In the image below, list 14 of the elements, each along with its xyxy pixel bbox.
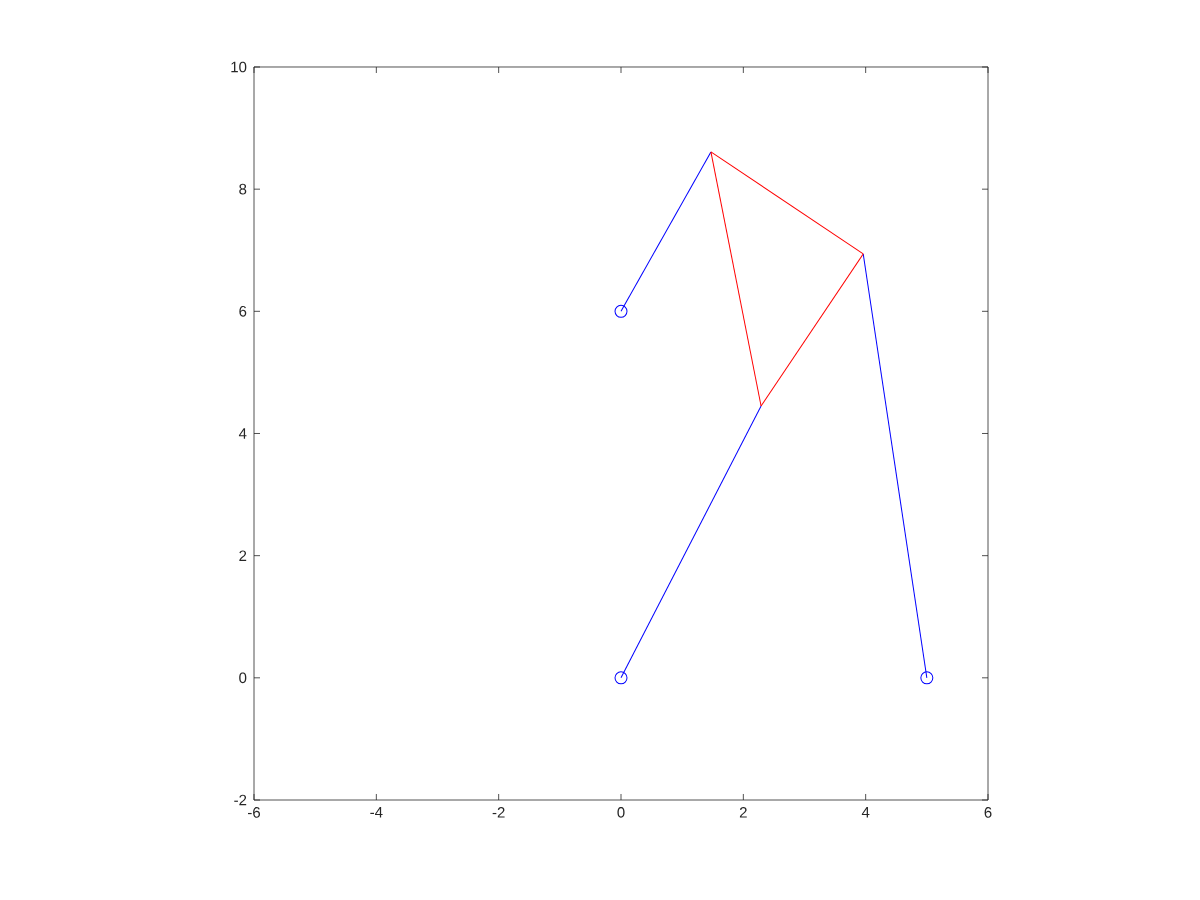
x-tick-label: -2	[492, 807, 505, 818]
y-tick-label: 6	[239, 306, 247, 317]
y-tick-label: -2	[234, 794, 247, 806]
x-tick-label: 6	[984, 807, 992, 818]
y-tick-label: 0	[239, 672, 247, 684]
y-tick-label: 10	[231, 61, 247, 73]
y-tick-label: 4	[238, 428, 247, 439]
x-tick-label: 2	[739, 807, 747, 818]
x-tick-label: -4	[370, 807, 383, 818]
x-tick-label: 4	[861, 807, 870, 818]
y-tick-label: 2	[239, 550, 247, 561]
y-tick-label: 8	[239, 183, 247, 195]
x-tick-label: 0	[617, 807, 625, 818]
x-tick-label: -6	[247, 807, 261, 818]
